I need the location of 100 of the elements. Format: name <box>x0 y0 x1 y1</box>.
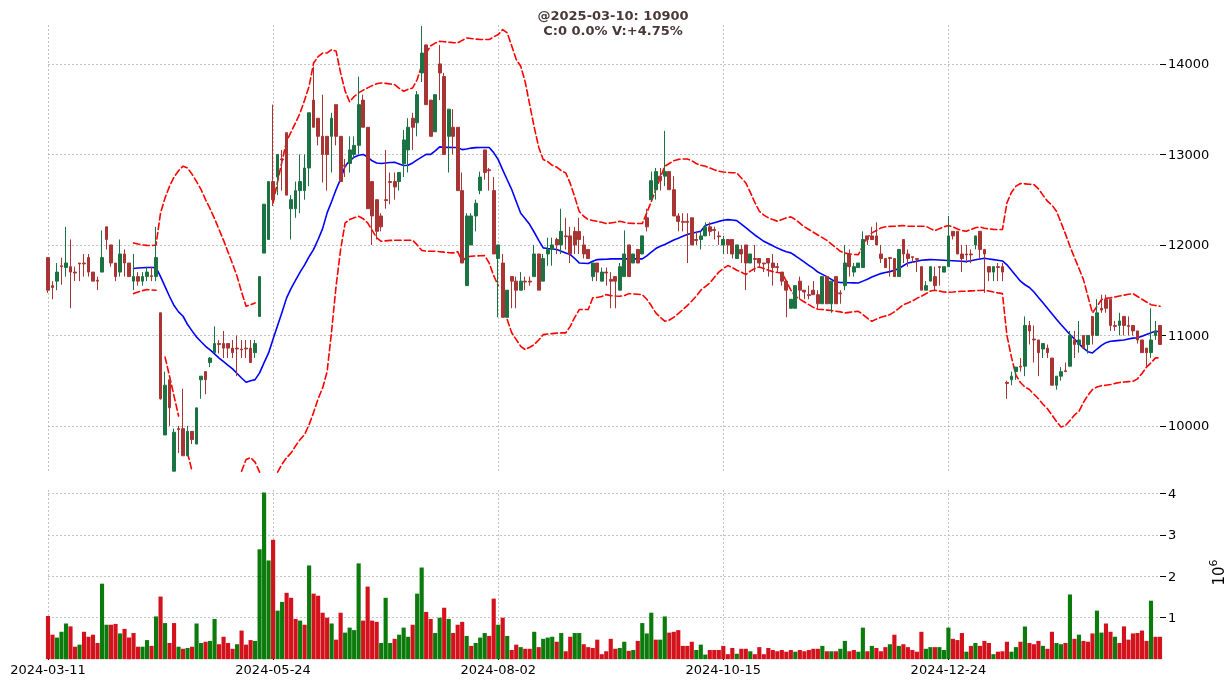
bar <box>63 623 69 660</box>
bar <box>194 623 199 660</box>
candlestick <box>591 262 595 282</box>
candlestick <box>181 388 185 457</box>
candlestick <box>726 239 730 255</box>
candlestick <box>933 266 937 291</box>
candlestick <box>735 244 739 259</box>
bar <box>1036 640 1041 660</box>
bar <box>424 611 429 660</box>
candlestick <box>478 171 482 195</box>
candlestick <box>793 285 797 309</box>
bar <box>1067 594 1073 660</box>
candlestick <box>1086 334 1090 355</box>
candlestick <box>996 262 1000 282</box>
bar <box>356 563 361 660</box>
bar <box>847 651 852 660</box>
bar <box>478 637 483 660</box>
bar <box>829 651 834 660</box>
candlestick <box>609 271 613 309</box>
bar <box>302 624 307 660</box>
bar <box>171 623 177 660</box>
bar <box>1139 630 1145 660</box>
bar <box>910 650 915 660</box>
bar <box>401 627 406 660</box>
candlestick <box>415 90 419 137</box>
candlestick <box>60 257 63 286</box>
candlestick <box>546 237 550 267</box>
bar <box>514 644 519 660</box>
x-tick-label: 2024-03-11 <box>10 662 86 677</box>
candlestick <box>645 208 649 232</box>
bar <box>896 645 901 660</box>
bar <box>239 630 244 660</box>
candlestick <box>852 262 856 278</box>
bar <box>748 651 753 660</box>
bar <box>923 648 928 660</box>
bar <box>991 654 996 660</box>
bar <box>446 618 451 660</box>
bar <box>437 617 442 660</box>
candlestick <box>1118 312 1121 336</box>
bar <box>775 651 780 660</box>
candlestick <box>514 276 518 309</box>
y-tick-label: 10000 <box>1168 418 1210 434</box>
bar <box>946 627 951 660</box>
y-tick-label: 11000 <box>1168 327 1210 343</box>
bar <box>1135 633 1140 660</box>
bar <box>212 618 217 660</box>
candlestick <box>748 253 752 264</box>
bar <box>1063 642 1068 660</box>
candlestick <box>145 266 149 282</box>
bar <box>153 616 159 660</box>
candlestick <box>406 117 410 174</box>
bar <box>545 637 550 660</box>
candlestick <box>348 135 352 174</box>
candlestick <box>550 237 554 267</box>
candlestick <box>195 407 198 445</box>
bar <box>662 616 667 660</box>
bar <box>185 647 190 660</box>
candlestick <box>505 289 509 318</box>
candlestick <box>555 237 559 255</box>
bar <box>937 647 942 660</box>
bar <box>824 651 829 660</box>
bar <box>1112 636 1118 660</box>
candlestick <box>730 239 734 259</box>
bar <box>869 645 874 660</box>
bar <box>1081 640 1086 660</box>
candlestick <box>253 339 257 359</box>
candlestick <box>136 271 140 287</box>
x-tick-label: 2024-08-02 <box>460 662 536 677</box>
bar <box>653 639 658 660</box>
bar <box>1153 636 1158 660</box>
bar <box>743 648 748 660</box>
bar <box>851 650 856 660</box>
candlestick <box>920 266 923 291</box>
bar <box>90 634 96 660</box>
bar <box>491 598 496 660</box>
bar <box>365 586 370 660</box>
bar <box>559 633 564 660</box>
bar <box>712 650 717 660</box>
bar <box>81 631 87 660</box>
bar <box>554 641 559 660</box>
bar <box>271 539 276 660</box>
bar <box>280 601 285 660</box>
candlestick <box>271 104 275 207</box>
bar <box>878 651 883 660</box>
y-tick-label: 13000 <box>1168 146 1210 162</box>
candlestick <box>820 276 824 305</box>
bar <box>685 645 690 660</box>
bar <box>113 623 118 660</box>
bar <box>117 633 123 660</box>
candlestick <box>807 285 811 300</box>
y-tick-label: 12000 <box>1168 237 1210 253</box>
bar <box>149 645 154 660</box>
bar <box>189 646 195 660</box>
bar <box>1027 642 1032 660</box>
bar <box>964 651 969 660</box>
bar <box>1009 651 1014 660</box>
candlestick <box>604 267 608 287</box>
bar <box>68 626 73 660</box>
bar <box>581 644 586 660</box>
bar <box>1121 626 1127 660</box>
